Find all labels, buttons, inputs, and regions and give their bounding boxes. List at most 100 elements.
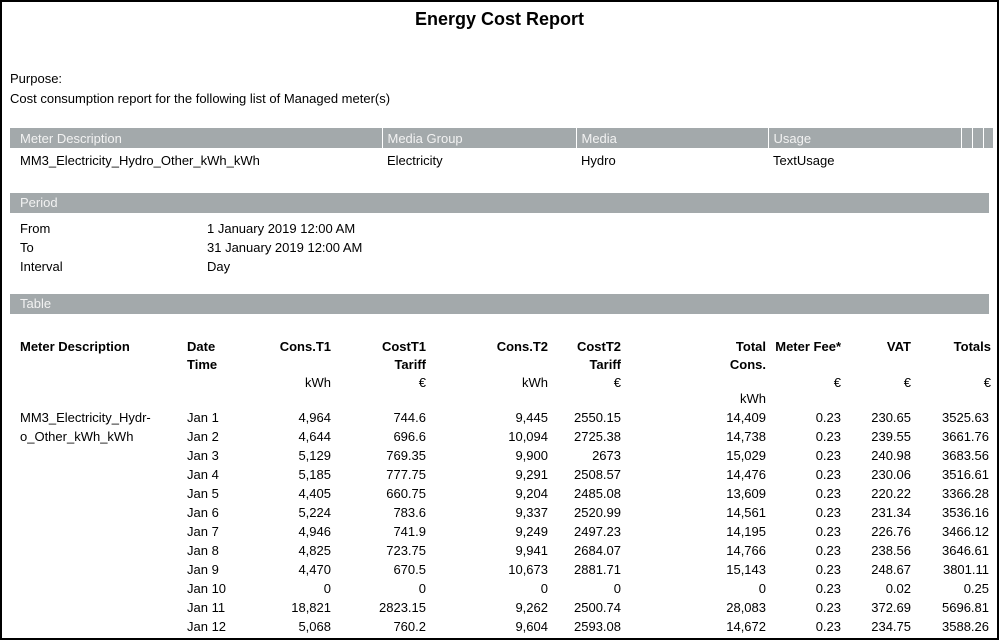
cost-value-cell: 0 (323, 581, 331, 596)
cost-value-cell: 3646.61 (942, 543, 989, 558)
cost-value-cell: 696.6 (393, 429, 426, 444)
cost-table-row: MM3_Electricity_Hydr- o_Other_kWh_kWh Jan… (10, 408, 993, 444)
cost-value-cell: 3536.16 (942, 505, 989, 520)
cost-table-row: Jan 9 4,470 670.5 10,673 2881.71 15,143 0.23 24… (10, 560, 993, 579)
cost-date-cell: Jan 7 (187, 524, 219, 539)
cost-value-cell: 4,405 (298, 486, 331, 501)
cost-table-row: Jan 5 4,405 660.75 9,204 2485.08 13,609 0.23 22… (10, 484, 993, 503)
from-label: From (20, 221, 51, 236)
cost-row-meter-description: MM3_Electricity_Hydr- o_Other_kWh_kWh (20, 410, 151, 444)
cost-value-cell: 3466.12 (942, 524, 989, 539)
cost-value-cell: 231.34 (871, 505, 911, 520)
cost-table-row: Jan 12 5,068 760.2 9,604 2593.08 14,672 0.23 23… (10, 617, 993, 636)
cost-value-cell: 0.02 (885, 581, 911, 596)
cost-value-cell: 9,262 (515, 600, 548, 615)
cost-value-cell: 0.23 (815, 467, 841, 482)
table-section-header: Table (10, 294, 989, 314)
period-section-title: Period (20, 195, 58, 210)
cost-value-cell: 226.76 (871, 524, 911, 539)
cost-value-cell: 9,204 (515, 486, 548, 501)
cost-date-cell: Jan 5 (187, 486, 219, 501)
cost-value-cell: 18,821 (291, 600, 331, 615)
cost-value-cell: 3516.61 (942, 467, 989, 482)
media-group-value: Electricity (387, 153, 443, 168)
cost-value-cell: 0.25 (963, 581, 989, 596)
cost-value-cell: 723.75 (386, 543, 426, 558)
cost-value-cell: 0 (758, 581, 766, 596)
cost-value-cell: 10,673 (508, 562, 548, 577)
cost-value-cell: 3525.63 (942, 410, 989, 425)
cost-value-cell: 2725.38 (574, 429, 621, 444)
from-value: 1 January 2019 12:00 AM (207, 221, 356, 236)
purpose-label: Purpose: (10, 71, 63, 86)
unit-cons-t2: kWh (522, 375, 548, 390)
cost-value-cell: 3801.11 (942, 562, 989, 577)
cost-date-cell: Jan 11 (187, 600, 226, 615)
cost-value-cell: 777.75 (386, 467, 426, 482)
unit-totals: € (983, 375, 991, 390)
cost-value-cell: 14,766 (726, 543, 766, 558)
cost-value-cell: 0 (418, 581, 426, 596)
cost-value-cell: 0.23 (815, 619, 841, 634)
cost-value-cell: 9,249 (515, 524, 548, 539)
cost-value-cell: 234.75 (871, 619, 911, 634)
cost-date-cell: Jan 8 (187, 543, 219, 558)
cost-value-cell: 2823.15 (379, 600, 426, 615)
cost-value-cell: 9,604 (515, 619, 548, 634)
cost-value-cell: 240.98 (871, 448, 911, 463)
cost-value-cell: 4,825 (298, 543, 331, 558)
cost-date-cell: Jan 1 (187, 410, 219, 425)
cost-value-cell: 769.35 (386, 448, 426, 463)
cost-table-units2-row: kWh (10, 392, 993, 408)
cost-table-row: Jan 8 4,825 723.75 9,941 2684.07 14,766 0.23 23… (10, 541, 993, 560)
cost-table-row: Jan 2 4,644 696.6 10,094 2725.38 14,738 0.23 23… (10, 427, 993, 446)
cost-value-cell: 2593.08 (574, 619, 621, 634)
cost-table: Meter Description Date Time Cons.T1 Cost… (10, 338, 993, 636)
cost-value-cell: 238.56 (871, 543, 911, 558)
cost-date-cell: Jan 9 (187, 562, 219, 577)
cost-value-cell: 4,644 (298, 429, 331, 444)
col-totals: Totals (953, 339, 991, 354)
cost-date-cell: Jan 10 (187, 581, 227, 596)
cost-value-cell: 2881.71 (574, 562, 621, 577)
cost-table-row: Jan 3 5,129 769.35 9,900 2673 15,029 0.23 240.9… (10, 446, 993, 465)
cost-value-cell: 14,561 (726, 505, 766, 520)
cost-value-cell: 28,083 (726, 600, 766, 615)
cost-value-cell: 5,068 (298, 619, 331, 634)
cost-value-cell: 0.23 (815, 410, 841, 425)
purpose-text: Cost consumption report for the followin… (10, 91, 391, 106)
col-cons-t2: Cons.T2 (496, 339, 548, 354)
to-value: 31 January 2019 12:00 AM (207, 240, 363, 255)
cost-value-cell: 2508.57 (574, 467, 621, 482)
unit-cost-t1: € (418, 375, 426, 390)
cost-date-cell: Jan 12 (187, 619, 227, 634)
period-row-interval: Interval Day (20, 257, 989, 276)
cost-table-header-row: Meter Description Date Time Cons.T1 Cost… (10, 338, 993, 374)
cost-value-cell: 783.6 (393, 505, 426, 520)
meters-col-meter-description: Meter Description (10, 128, 382, 148)
cost-value-cell: 5696.81 (942, 600, 989, 615)
cost-table-row: Jan 4 5,185 777.75 9,291 2508.57 14,476 0.23 23… (10, 465, 993, 484)
cost-value-cell: 10,094 (508, 429, 548, 444)
unit-vat: € (903, 375, 911, 390)
cost-value-cell: 5,129 (298, 448, 331, 463)
cost-table-row: Jan 6 5,224 783.6 9,337 2520.99 14,561 0.23 231… (10, 503, 993, 522)
cost-value-cell: 15,143 (726, 562, 766, 577)
cost-value-cell: 0.23 (815, 505, 841, 520)
cost-value-cell: 9,941 (515, 543, 548, 558)
col-cost-t2-tariff: CostT2 Tariff (576, 339, 621, 372)
col-cost-t1-tariff: CostT1 Tariff (381, 339, 426, 372)
cost-value-cell: 9,900 (515, 448, 548, 463)
meters-header-row: Meter Description Media Group Media Usag… (10, 128, 993, 148)
period-row-to: To 31 January 2019 12:00 AM (20, 238, 989, 257)
purpose-block: Purpose: Cost consumption report for the… (10, 69, 989, 109)
cost-value-cell: 9,445 (515, 410, 548, 425)
cost-value-cell: 9,337 (515, 505, 548, 520)
period-row-from: From 1 January 2019 12:00 AM (20, 219, 989, 238)
cost-value-cell: 4,964 (298, 410, 331, 425)
managed-meters-table: Meter Description Media Group Media Usag… (10, 128, 993, 168)
cost-value-cell: 3683.56 (942, 448, 989, 463)
cost-value-cell: 670.5 (393, 562, 426, 577)
cost-date-cell: Jan 4 (187, 467, 219, 482)
